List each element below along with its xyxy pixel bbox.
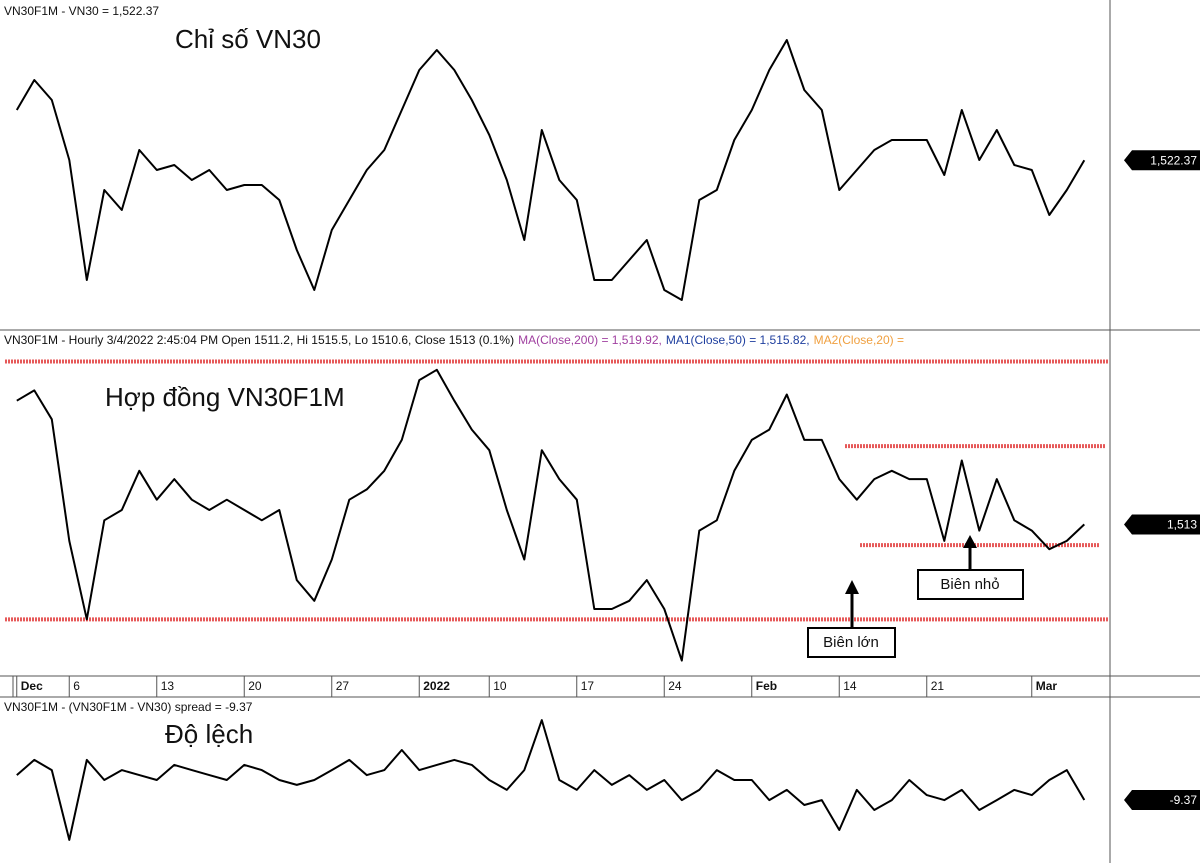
price-line (15, 39, 1086, 301)
last-value-badge (1124, 150, 1200, 171)
panel-title: VN30F1M - (VN30F1M - VN30) spread = -9.3… (4, 700, 253, 714)
arrow-head (963, 535, 977, 548)
panel-label: Độ lệch (165, 719, 253, 749)
annotation-wide: Biên lớn (807, 580, 896, 658)
x-tick-label: 24 (668, 679, 682, 693)
arrow-head (845, 580, 859, 594)
x-tick-label: Dec (21, 679, 43, 693)
annotation-box (807, 627, 896, 658)
panel-title: VN30F1M - Hourly 3/4/2022 2:45:04 PM Ope… (4, 333, 514, 347)
annotation-narrow: Biên nhỏ (917, 535, 1024, 600)
indicator-label: MA(Close,200) = 1,519.92, (518, 333, 662, 347)
x-tick-label: 14 (843, 679, 857, 693)
x-tick-label: 10 (493, 679, 507, 693)
price-line (16, 719, 1086, 841)
last-value-label: 1,522.37 (1150, 153, 1197, 167)
x-tick-label: 27 (336, 679, 350, 693)
last-value-badge (1124, 514, 1200, 535)
x-tick-label: Feb (756, 679, 777, 693)
x-tick-label: Mar (1036, 679, 1058, 693)
x-tick-label: 21 (931, 679, 945, 693)
annotation-text: Biên lớn (823, 634, 879, 651)
panel-label: Chỉ số VN30 (175, 24, 321, 54)
panel-header: VN30F1M - VN30 = 1,522.37 (4, 4, 159, 18)
last-value-label: 1,513 (1167, 518, 1197, 532)
panel-header: VN30F1M - Hourly 3/4/2022 2:45:04 PM Ope… (4, 333, 904, 347)
last-value-label: -9.37 (1170, 793, 1198, 807)
last-value-badge (1124, 789, 1200, 810)
annotation-text: Biên nhỏ (940, 576, 999, 593)
indicator-label: MA2(Close,20) = (814, 333, 904, 347)
annotation-box (917, 569, 1024, 600)
x-tick-label: 6 (73, 679, 80, 693)
panel-header: VN30F1M - (VN30F1M - VN30) spread = -9.3… (4, 700, 253, 714)
x-tick-label: 13 (161, 679, 175, 693)
x-tick-label: 20 (248, 679, 262, 693)
indicator-label: MA1(Close,50) = 1,515.82, (666, 333, 810, 347)
x-tick-label: 2022 (423, 679, 450, 693)
x-tick-label: 17 (581, 679, 595, 693)
price-line (16, 368, 1085, 662)
panel-title: VN30F1M - VN30 = 1,522.37 (4, 4, 159, 18)
panel-label: Hợp đồng VN30F1M (105, 382, 345, 412)
